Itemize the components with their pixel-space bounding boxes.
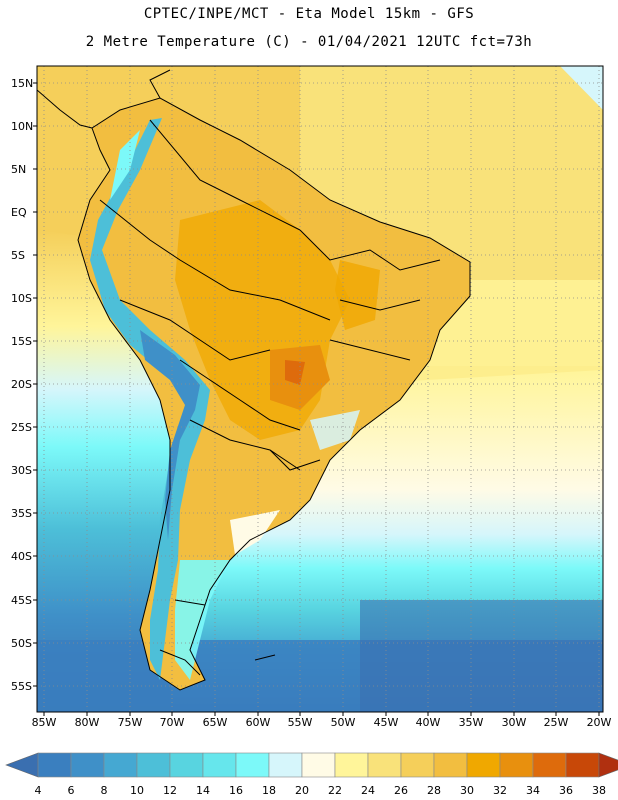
colorbar-swatch xyxy=(433,752,468,778)
colorbar-label: 28 xyxy=(427,784,441,797)
colorbar-swatch xyxy=(169,752,204,778)
colorbar-label: 20 xyxy=(295,784,309,797)
lat-label: 20S xyxy=(11,378,32,391)
lat-label: 30S xyxy=(11,464,32,477)
lat-label: 5S xyxy=(11,249,25,262)
colorbar-label: 8 xyxy=(100,784,108,797)
colorbar-label: 18 xyxy=(262,784,276,797)
lon-label: 35W xyxy=(458,716,484,729)
colorbar-arrow-low xyxy=(5,752,39,778)
lon-label: 50W xyxy=(330,716,356,729)
colorbar-swatch xyxy=(268,752,303,778)
lat-label: 25S xyxy=(11,421,32,434)
colorbar-swatch xyxy=(136,752,171,778)
lon-label: 20W xyxy=(586,716,612,729)
lon-label: 25W xyxy=(543,716,569,729)
colorbar-label: 34 xyxy=(526,784,540,797)
colorbar-swatch xyxy=(466,752,501,778)
lat-label: EQ xyxy=(11,206,27,219)
lon-label: 70W xyxy=(159,716,185,729)
lat-label: 45S xyxy=(11,594,32,607)
colorbar-swatch xyxy=(334,752,369,778)
colorbar-swatch xyxy=(499,752,534,778)
lat-label: 50S xyxy=(11,637,32,650)
lon-label: 45W xyxy=(373,716,399,729)
colorbar-swatch xyxy=(532,752,567,778)
lon-label: 75W xyxy=(117,716,143,729)
colorbar-swatch xyxy=(565,752,600,778)
colorbar-swatch xyxy=(235,752,270,778)
colorbar-label: 4 xyxy=(34,784,42,797)
lon-label: 65W xyxy=(202,716,228,729)
colorbar-swatch xyxy=(301,752,336,778)
lon-label: 55W xyxy=(287,716,313,729)
colorbar-label: 24 xyxy=(361,784,375,797)
colorbar-swatch xyxy=(103,752,138,778)
lon-label: 85W xyxy=(31,716,57,729)
colorbar-label: 16 xyxy=(229,784,243,797)
colorbar-label: 22 xyxy=(328,784,342,797)
lon-label: 40W xyxy=(415,716,441,729)
colorbar-label: 32 xyxy=(493,784,507,797)
temperature-field xyxy=(37,66,603,712)
lat-label: 55S xyxy=(11,680,32,693)
map-title: CPTEC/INPE/MCT - Eta Model 15km - GFS xyxy=(143,6,475,22)
lon-label: 80W xyxy=(74,716,100,729)
lon-label: 30W xyxy=(501,716,527,729)
colorbar xyxy=(5,752,618,778)
colorbar-swatch xyxy=(70,752,105,778)
coastlines-borders xyxy=(37,69,471,691)
lat-label: 10N xyxy=(11,120,34,133)
colorbar-label: 38 xyxy=(592,784,606,797)
colorbar-label: 10 xyxy=(130,784,144,797)
colorbar-label: 12 xyxy=(163,784,177,797)
colorbar-label: 26 xyxy=(394,784,408,797)
colorbar-label: 14 xyxy=(196,784,210,797)
lat-label: 35S xyxy=(11,507,32,520)
colorbar-swatch xyxy=(367,752,402,778)
lat-label: 15N xyxy=(11,77,34,90)
colorbar-label: 30 xyxy=(460,784,474,797)
axis-ticks xyxy=(33,82,600,716)
lat-label: 5N xyxy=(11,163,27,176)
map-subtitle: 2 Metre Temperature (C) - 01/04/2021 12U… xyxy=(85,34,533,50)
colorbar-arrow-high xyxy=(598,752,618,778)
colorbar-swatch xyxy=(37,752,72,778)
lat-label: 10S xyxy=(11,292,32,305)
map-frame xyxy=(36,65,604,713)
lat-label: 40S xyxy=(11,550,32,563)
colorbar-swatch xyxy=(400,752,435,778)
colorbar-label: 36 xyxy=(559,784,573,797)
colorbar-swatch xyxy=(202,752,237,778)
lon-label: 60W xyxy=(245,716,271,729)
lat-label: 15S xyxy=(11,335,32,348)
colorbar-label: 6 xyxy=(67,784,75,797)
